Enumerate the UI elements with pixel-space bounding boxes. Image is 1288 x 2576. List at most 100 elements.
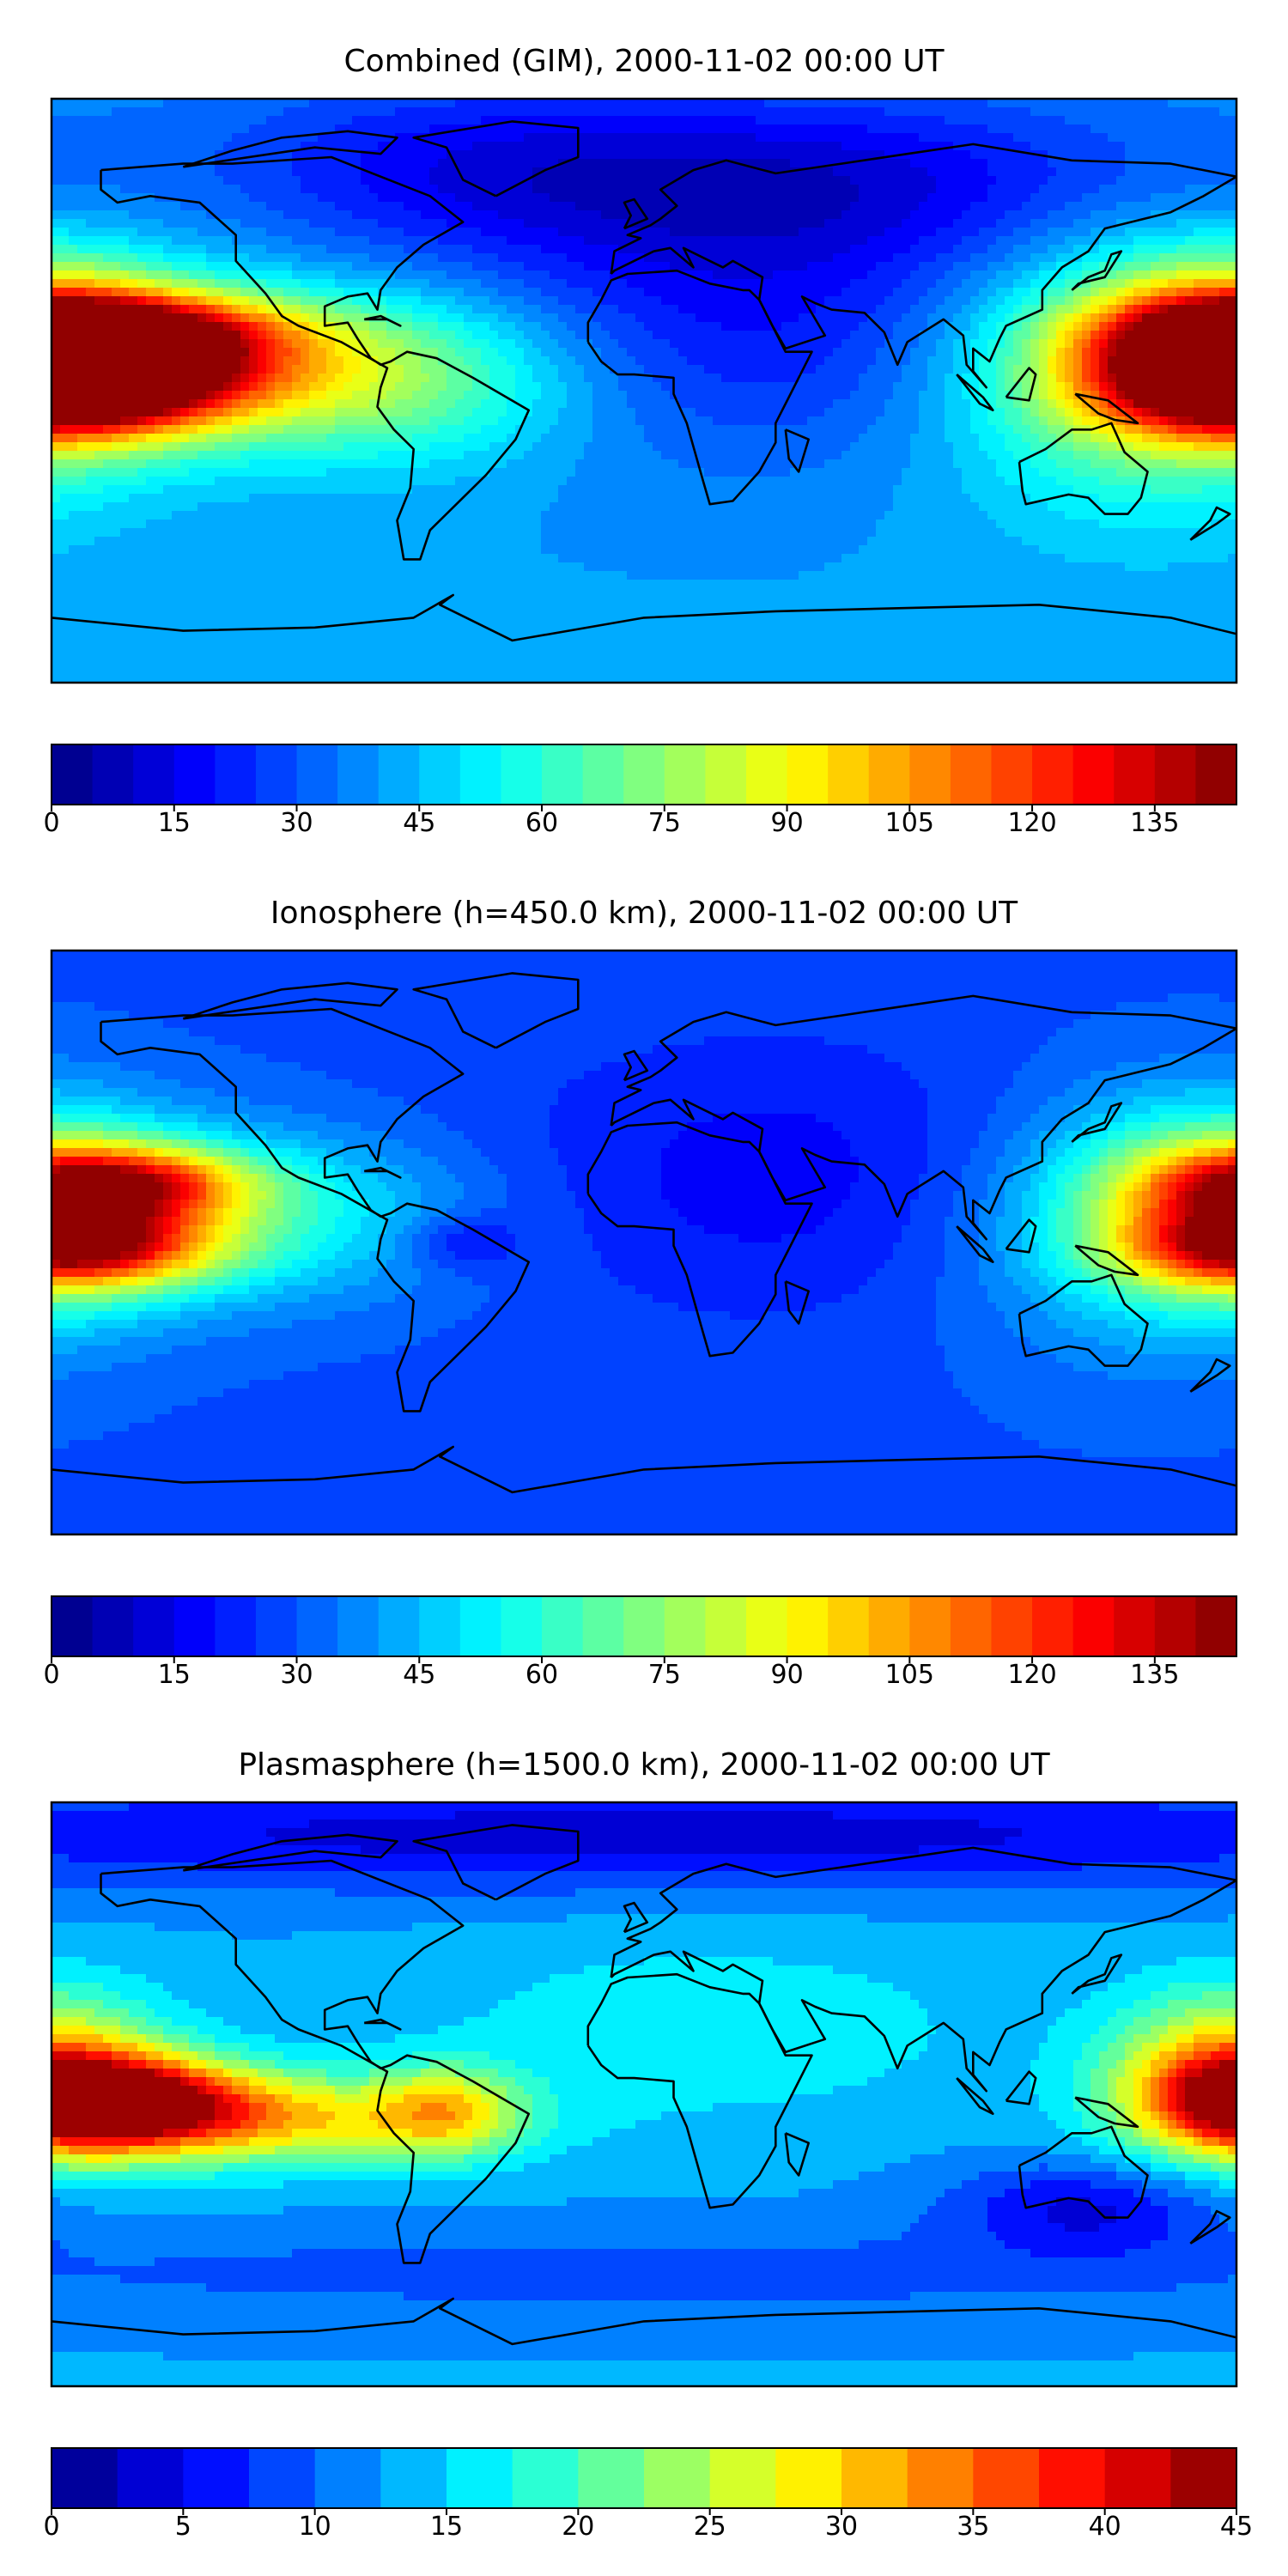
colorbar bbox=[51, 744, 1237, 811]
coastline bbox=[363, 2018, 402, 2031]
colorbar-segment bbox=[745, 1596, 788, 1656]
coastline bbox=[1018, 2125, 1149, 2219]
coastline bbox=[412, 1824, 580, 1901]
colorbar-segment bbox=[1104, 2448, 1171, 2508]
coastline bbox=[100, 1859, 531, 2264]
colorbar-tick-label: 135 bbox=[1130, 808, 1179, 838]
colorbar-tick-label: 0 bbox=[43, 1660, 59, 1690]
colorbar-segment bbox=[991, 1596, 1033, 1656]
colorbar-segment bbox=[1072, 1596, 1115, 1656]
colorbar-segment bbox=[255, 1596, 298, 1656]
colorbar-tick-label: 60 bbox=[526, 808, 558, 838]
coastline bbox=[1071, 1102, 1123, 1143]
colorbar-segment bbox=[1195, 744, 1237, 805]
colorbar-tick-labels: 0 5 10 15 20 25 30 35 40 45 bbox=[43, 2512, 1253, 2542]
colorbar-tick-label: 15 bbox=[158, 1660, 191, 1690]
colorbar-segment bbox=[501, 744, 543, 805]
coastline bbox=[610, 143, 1236, 389]
colorbar-tick-label: 0 bbox=[43, 2512, 59, 2542]
colorbar-tick-labels: 0 15 30 45 60 75 90 105 120 135 bbox=[43, 1660, 1179, 1690]
panel-combined: Combined (GIM), 2000-11-02 00:00 UT 0 15… bbox=[43, 44, 1238, 838]
colorbar-tick-label: 120 bbox=[1007, 1660, 1056, 1690]
coastline bbox=[182, 130, 398, 168]
map-plot bbox=[52, 1802, 1236, 2386]
colorbar-segment bbox=[1195, 1596, 1237, 1656]
map-frame bbox=[50, 949, 1238, 1536]
colorbar-segment bbox=[578, 2448, 645, 2508]
coastline bbox=[363, 1166, 402, 1179]
colorbar-segment bbox=[378, 1596, 420, 1656]
coastline bbox=[412, 972, 580, 1049]
colorbar-segment bbox=[133, 744, 175, 805]
colorbar-tick-label: 90 bbox=[771, 1660, 804, 1690]
colorbar-segment bbox=[841, 2448, 908, 2508]
colorbar-segment bbox=[117, 2448, 184, 2508]
colorbar-tick-label: 75 bbox=[648, 808, 681, 838]
colorbar-segment bbox=[973, 2448, 1040, 2508]
colorbar-segment bbox=[1154, 1596, 1196, 1656]
colorbar-segment bbox=[459, 1596, 501, 1656]
colorbar-segment bbox=[909, 1596, 951, 1656]
coastline bbox=[586, 269, 813, 506]
colorbar-tick-label: 30 bbox=[280, 808, 313, 838]
colorbar-segment bbox=[828, 744, 870, 805]
coastline bbox=[182, 981, 398, 1020]
colorbar-tick-label: 90 bbox=[771, 808, 804, 838]
colorbar-segment bbox=[1114, 1596, 1156, 1656]
colorbar-segment bbox=[909, 744, 951, 805]
colorbar-segment bbox=[775, 2448, 842, 2508]
colorbar-segment bbox=[512, 2448, 579, 2508]
coastline bbox=[1005, 2070, 1037, 2105]
map-frame bbox=[50, 1801, 1238, 2388]
colorbar-segment bbox=[828, 1596, 870, 1656]
colorbar-segment bbox=[133, 1596, 175, 1656]
coastline bbox=[1074, 1244, 1139, 1277]
colorbar-segment bbox=[664, 744, 706, 805]
coastline bbox=[1071, 1953, 1123, 1995]
colorbar-segment bbox=[623, 1596, 665, 1656]
colorbar-segment bbox=[991, 744, 1033, 805]
colorbar-segment bbox=[52, 1596, 94, 1656]
colorbar-segment bbox=[1114, 744, 1156, 805]
colorbar-segment bbox=[868, 1596, 910, 1656]
colorbar-segment bbox=[644, 2448, 711, 2508]
colorbar-segment bbox=[459, 744, 501, 805]
colorbar-segment bbox=[183, 2448, 250, 2508]
colorbar-tick-label: 15 bbox=[430, 2512, 463, 2542]
colorbar-segment bbox=[296, 1596, 338, 1656]
colorbar-segment bbox=[337, 1596, 380, 1656]
colorbar-tick-label: 35 bbox=[957, 2512, 989, 2542]
coastline bbox=[623, 1901, 649, 1934]
colorbar-tick-label: 60 bbox=[526, 1660, 558, 1690]
coastline bbox=[1005, 1218, 1037, 1254]
colorbar-segment bbox=[705, 744, 747, 805]
colorbar-tick-label: 45 bbox=[403, 808, 435, 838]
map-frame bbox=[50, 97, 1238, 684]
colorbar-segment bbox=[709, 2448, 776, 2508]
coastline bbox=[100, 155, 531, 561]
colorbar-tick-label: 0 bbox=[43, 808, 59, 838]
colorbar-segment bbox=[542, 744, 584, 805]
coastline bbox=[1189, 506, 1231, 541]
colorbar-segment bbox=[378, 744, 420, 805]
colorbar-segment bbox=[950, 1596, 992, 1656]
panel-title: Plasmasphere (h=1500.0 km), 2000-11-02 0… bbox=[238, 1747, 1050, 1783]
colorbar bbox=[51, 1595, 1237, 1663]
colorbar-segment bbox=[1032, 744, 1074, 805]
colorbar-segment bbox=[1154, 744, 1196, 805]
coastline bbox=[1005, 367, 1037, 402]
colorbar-segment bbox=[92, 1596, 134, 1656]
colorbar-tick-label: 30 bbox=[280, 1660, 313, 1690]
coastline bbox=[610, 994, 1236, 1241]
colorbar-segment bbox=[419, 744, 461, 805]
coastline bbox=[1189, 2209, 1231, 2245]
colorbar-segment bbox=[447, 2448, 513, 2508]
colorbar-segment bbox=[1032, 1596, 1074, 1656]
coastline bbox=[100, 1007, 531, 1413]
colorbar-segment bbox=[542, 1596, 584, 1656]
colorbar-segment bbox=[623, 744, 665, 805]
colorbar-segment bbox=[664, 1596, 706, 1656]
coastline bbox=[956, 2077, 994, 2115]
panel-title: Ionosphere (h=450.0 km), 2000-11-02 00:0… bbox=[270, 896, 1018, 931]
